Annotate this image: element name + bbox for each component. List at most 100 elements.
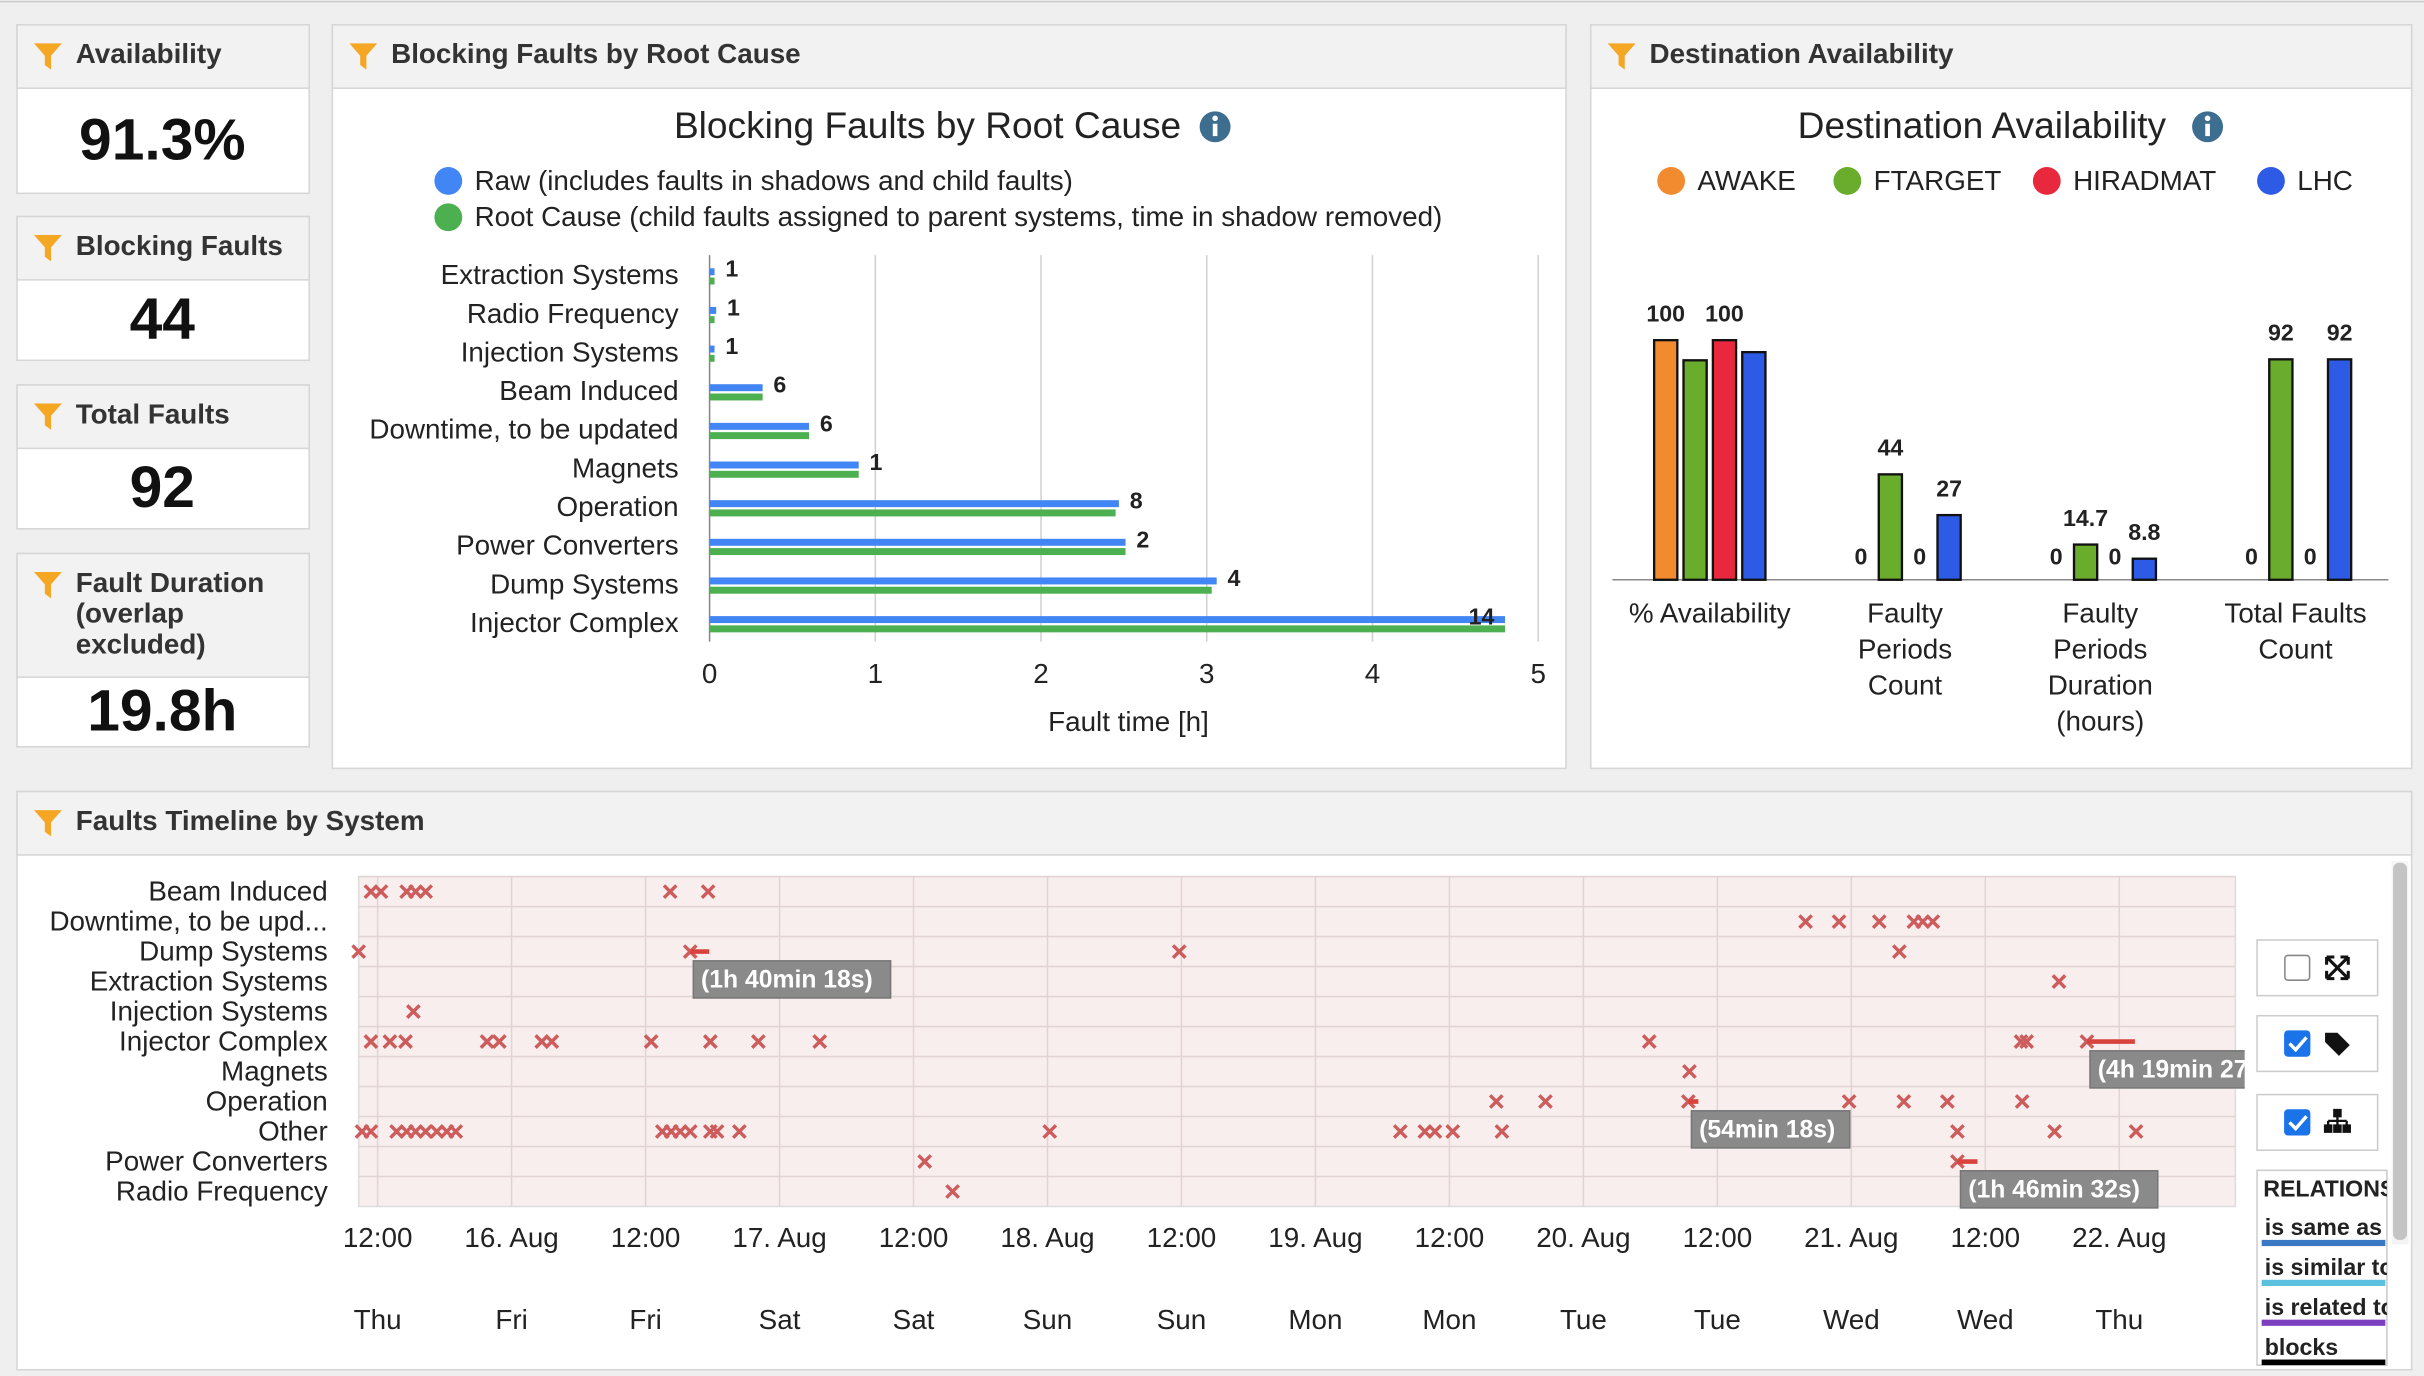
fault-marker <box>1427 1124 1443 1139</box>
bar <box>1682 359 1708 581</box>
weekday-label: Sat <box>759 1304 801 1335</box>
bar <box>709 548 1126 556</box>
fault-marker <box>1641 1034 1657 1049</box>
weekday-label: Wed <box>1957 1304 2014 1335</box>
x-axis-label: Fault time [h] <box>1048 706 1209 737</box>
weekday-label: Mon <box>1288 1304 1342 1335</box>
kpi-title: Availability <box>76 38 222 69</box>
tooltip <box>692 960 892 999</box>
tag-icon <box>2325 1032 2350 1056</box>
checkbox[interactable] <box>2284 1109 2311 1136</box>
kpi-value: 91.3% <box>79 107 246 172</box>
value-label: 27 <box>1936 475 1962 501</box>
fault-marker <box>643 1034 659 1049</box>
checkbox[interactable] <box>2284 954 2311 981</box>
y-tick-label: Radio Frequency <box>116 1175 328 1206</box>
value-label: 14.7 <box>2063 505 2108 531</box>
fault-marker <box>544 1034 560 1049</box>
y-tick-label: Beam Induced <box>499 375 678 406</box>
bar <box>2326 358 2353 581</box>
bar <box>1877 473 1904 581</box>
expand-icon <box>2325 955 2350 981</box>
fault-marker <box>405 1004 421 1019</box>
fault-marker <box>2047 1124 2062 1139</box>
y-tick-label: Downtime, to be updated <box>369 414 678 445</box>
control-button[interactable] <box>2256 1093 2379 1152</box>
fault-marker <box>1392 1124 1408 1139</box>
y-tick-label: Operation <box>557 491 679 522</box>
kpi-title: Total Faults <box>76 398 230 429</box>
bar <box>709 586 1212 594</box>
value-label: 0 <box>2050 543 2063 569</box>
x-tick-label: 12:00 <box>1147 1222 1217 1253</box>
bar <box>709 470 859 478</box>
bar <box>709 384 763 392</box>
kpi-value: 44 <box>130 287 196 352</box>
fault-marker <box>709 1124 725 1139</box>
weekday-label: Tue <box>1560 1304 1607 1335</box>
fault-marker <box>945 1184 960 1199</box>
count-label: 14 <box>1469 604 1495 630</box>
fault-marker <box>700 884 716 899</box>
panel <box>331 24 1567 770</box>
info-icon-dot <box>2204 115 2211 122</box>
count-label: 2 <box>1136 526 1149 552</box>
value-label: 8.8 <box>2128 519 2160 545</box>
bar <box>709 577 1217 585</box>
fault-marker <box>1891 944 1907 959</box>
panel-title: Blocking Faults by Root Cause <box>391 38 801 69</box>
count-label: 4 <box>1228 565 1241 591</box>
bar <box>709 432 810 440</box>
count-label: 1 <box>725 333 738 359</box>
x-tick-label: Duration <box>2048 670 2153 701</box>
x-tick-label: 3 <box>1199 658 1214 689</box>
y-tick-label: Magnets <box>572 452 679 483</box>
fault-marker <box>812 1034 828 1049</box>
fault-marker <box>2128 1124 2144 1139</box>
x-tick-label: 20. Aug <box>1536 1222 1630 1253</box>
y-tick-label: Other <box>258 1115 328 1146</box>
relations-box <box>2256 1169 2388 1366</box>
relation-label: is same as <box>2265 1214 2382 1240</box>
weekday-label: Thu <box>354 1304 402 1335</box>
panel-header <box>1589 24 2413 89</box>
kpi-value: 92 <box>130 455 195 520</box>
fault-marker <box>418 1124 434 1139</box>
x-tick-label: 12:00 <box>879 1222 949 1253</box>
y-tick-label: Injection Systems <box>461 336 679 367</box>
legend-swatch <box>2032 167 2061 195</box>
weekday-label: Mon <box>1422 1304 1476 1335</box>
filter-icon <box>34 572 62 599</box>
filter-icon <box>34 810 62 837</box>
plot-area <box>357 875 2237 1208</box>
panel-header <box>16 552 310 678</box>
checkmark <box>2288 1036 2308 1053</box>
bar <box>709 461 859 469</box>
count-label: 6 <box>820 410 833 436</box>
x-tick-label: 16. Aug <box>464 1222 558 1253</box>
fault-marker <box>1538 1094 1553 1109</box>
x-tick-label: 21. Aug <box>1804 1222 1898 1253</box>
fault-marker <box>750 1034 766 1049</box>
x-tick-label: Faulty <box>2062 598 2138 629</box>
legend-label: Raw (includes faults in shadows and chil… <box>475 165 1073 196</box>
control-button[interactable] <box>2256 939 2379 997</box>
bar <box>2268 358 2294 581</box>
fault-marker <box>1042 1124 1058 1139</box>
fault-marker <box>917 1154 933 1169</box>
control-button[interactable] <box>2256 1014 2379 1073</box>
fault-marker <box>1494 1124 1510 1139</box>
legend-label: Root Cause (child faults assigned to par… <box>475 201 1443 232</box>
kpi-title: excluded) <box>76 629 206 660</box>
legend-label: LHC <box>2297 165 2353 196</box>
kpi-value: 19.8h <box>87 679 237 744</box>
panel-title: Faults Timeline by System <box>76 805 425 836</box>
value-label: 44 <box>1877 435 1903 461</box>
x-tick-label: 17. Aug <box>732 1222 826 1253</box>
checkbox[interactable] <box>2284 1030 2311 1057</box>
fault-marker <box>479 1034 495 1049</box>
value-label: 0 <box>2304 543 2317 569</box>
bar <box>1936 513 1962 581</box>
x-tick-label: Total Faults <box>2224 598 2366 629</box>
bar <box>1652 339 1679 581</box>
